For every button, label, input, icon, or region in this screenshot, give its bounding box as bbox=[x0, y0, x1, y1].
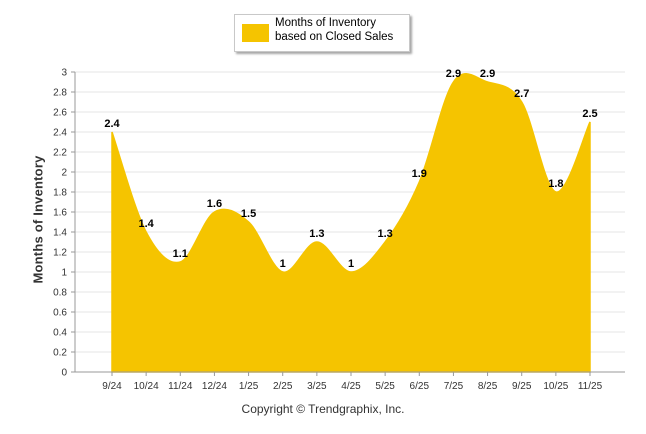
area-layer bbox=[111, 73, 591, 373]
y-axis-title: Months of Inventory bbox=[30, 155, 46, 284]
data-label: 1.6 bbox=[207, 198, 222, 210]
x-tick-label: 3/25 bbox=[307, 381, 327, 392]
legend[interactable]: Months of Inventory based on Closed Sale… bbox=[234, 14, 410, 52]
y-tick-label: 1.6 bbox=[53, 208, 67, 219]
x-tick-label: 8/25 bbox=[478, 381, 498, 392]
y-tick-label: 0.2 bbox=[53, 348, 67, 359]
y-tick-label: 0.8 bbox=[53, 288, 67, 299]
y-tick-label: 2.4 bbox=[53, 128, 67, 139]
y-tick-label: 0.4 bbox=[53, 328, 67, 339]
data-label: 1.5 bbox=[241, 208, 256, 220]
data-label: 1.1 bbox=[173, 248, 188, 260]
x-tick-label: 10/25 bbox=[543, 381, 568, 392]
x-tick-label: 11/25 bbox=[578, 381, 603, 392]
data-label: 2.4 bbox=[104, 118, 120, 130]
data-label: 1.3 bbox=[309, 228, 324, 240]
y-tick-label: 0 bbox=[61, 368, 67, 379]
x-tick-label: 11/24 bbox=[168, 381, 193, 392]
x-tick-label: 1/25 bbox=[239, 381, 259, 392]
y-tick-label: 1.2 bbox=[53, 248, 67, 259]
y-tick-label: 1.8 bbox=[53, 188, 67, 199]
x-tick-label: 2/25 bbox=[273, 381, 293, 392]
y-tick-label: 1 bbox=[61, 268, 67, 279]
y-tick-label: 1.4 bbox=[53, 228, 67, 239]
x-tick-label: 12/24 bbox=[202, 381, 227, 392]
y-tick-label: 3 bbox=[61, 68, 67, 79]
x-tick-label: 5/25 bbox=[375, 381, 395, 392]
data-label: 1.9 bbox=[412, 168, 427, 180]
legend-label: Months of Inventory based on Closed Sale… bbox=[275, 17, 394, 43]
data-label: 1 bbox=[280, 258, 286, 270]
data-label: 2.9 bbox=[480, 68, 495, 80]
data-label: 1.4 bbox=[138, 218, 154, 230]
y-tick-label: 2 bbox=[61, 168, 67, 179]
data-label: 2.7 bbox=[514, 88, 529, 100]
x-tick-label: 7/25 bbox=[444, 381, 464, 392]
area-series bbox=[111, 73, 591, 373]
y-tick-label: 2.2 bbox=[53, 148, 67, 159]
data-label: 1.8 bbox=[548, 178, 563, 190]
x-tick-label: 9/24 bbox=[102, 381, 122, 392]
data-label: 1.3 bbox=[377, 228, 392, 240]
copyright-text: Copyright © Trendgraphix, Inc. bbox=[241, 402, 405, 416]
y-tick-label: 0.6 bbox=[53, 308, 67, 319]
axis-layer: 0 0.2 0.4 0.6 0.8 1 1.2 1.4 1.6 1.8 2 2.2 2.4 2.6 2.8 3… bbox=[53, 68, 625, 392]
x-tick-label: 4/25 bbox=[341, 381, 361, 392]
legend-swatch bbox=[242, 24, 269, 42]
label-layer: 2.4 1.4 1.1 1.6 1.5 1 1.3 1 1.3 1.9 2.9 2.9 2.7 1.8 2.… bbox=[104, 68, 597, 270]
data-label: 2.5 bbox=[582, 108, 597, 120]
x-tick-label: 6/25 bbox=[410, 381, 430, 392]
x-tick-label: 10/24 bbox=[134, 381, 159, 392]
y-tick-label: 2.6 bbox=[53, 108, 67, 119]
data-label: 2.9 bbox=[446, 68, 461, 80]
data-label: 1 bbox=[348, 258, 354, 270]
y-tick-label: 2.8 bbox=[53, 88, 67, 99]
x-tick-label: 9/25 bbox=[512, 381, 532, 392]
